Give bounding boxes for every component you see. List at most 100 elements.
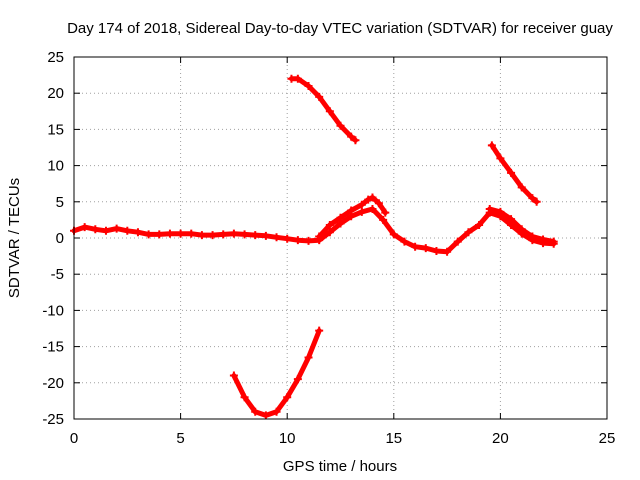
data-point xyxy=(229,229,238,238)
data-point xyxy=(368,205,377,214)
data-point xyxy=(400,237,409,246)
data-point xyxy=(251,407,260,416)
y-tick-label: 0 xyxy=(56,230,64,247)
y-tick-label: -10 xyxy=(42,302,64,319)
y-tick-label: 20 xyxy=(47,85,64,102)
x-axis-label: GPS time / hours xyxy=(283,458,397,475)
y-tick-label: 25 xyxy=(47,49,64,66)
grid xyxy=(74,57,607,419)
x-tick-label: 0 xyxy=(70,430,78,447)
data-point xyxy=(432,247,441,256)
chart-title: Day 174 of 2018, Sidereal Day-to-day VTE… xyxy=(67,20,613,37)
data-point xyxy=(293,74,302,83)
data-point xyxy=(325,107,334,116)
y-tick-label: 10 xyxy=(47,158,64,175)
data-point xyxy=(283,393,292,402)
data-point xyxy=(293,375,302,384)
data-point xyxy=(347,132,356,141)
data-point xyxy=(517,183,526,192)
data-point xyxy=(176,229,185,238)
data-point xyxy=(304,236,313,245)
data-point xyxy=(240,230,249,239)
ticks: 0 5 10 15 20 25 -25 -20 -15 -10 -5 0 5 10 15 20 25 xyxy=(42,49,615,447)
data-point xyxy=(364,195,373,204)
data-point xyxy=(197,231,206,240)
data-point xyxy=(357,207,366,216)
data-point xyxy=(240,393,249,402)
data-point xyxy=(325,228,334,237)
data-point xyxy=(261,231,270,240)
data-point xyxy=(187,229,196,238)
x-tick-label: 20 xyxy=(492,430,509,447)
y-tick-label: -5 xyxy=(51,266,64,283)
y-tick-label: 15 xyxy=(47,121,64,138)
data-point xyxy=(381,208,390,217)
data-point xyxy=(229,371,238,380)
series-line-top-arc-1 xyxy=(289,76,358,143)
data-point xyxy=(261,411,270,420)
data-point xyxy=(496,154,505,163)
data-point xyxy=(315,326,324,335)
data-point xyxy=(528,194,537,203)
data-point xyxy=(411,242,420,251)
data-point xyxy=(475,220,484,229)
y-tick-label: -25 xyxy=(42,411,64,428)
data-point xyxy=(272,233,281,242)
data-point xyxy=(532,197,541,206)
data-point xyxy=(496,207,505,216)
y-tick-label: -20 xyxy=(42,375,64,392)
data-point xyxy=(112,224,121,233)
data-point xyxy=(251,231,260,240)
data-point xyxy=(208,231,217,240)
data-point xyxy=(325,220,334,229)
data-point xyxy=(315,232,324,241)
data-point xyxy=(283,234,292,243)
y-tick-label: 5 xyxy=(56,194,64,211)
data-point xyxy=(165,229,174,238)
y-tick-label: -15 xyxy=(42,339,64,356)
data-point xyxy=(453,237,462,246)
data-point xyxy=(80,223,89,232)
data-point xyxy=(144,230,153,239)
data-point xyxy=(304,81,313,90)
data-point xyxy=(101,226,110,235)
data-point xyxy=(507,215,516,224)
data-point xyxy=(539,235,548,244)
data-point xyxy=(315,92,324,101)
data-point xyxy=(443,247,452,256)
data-point xyxy=(528,232,537,241)
data-point xyxy=(549,237,558,246)
data-point xyxy=(133,228,142,237)
data-point xyxy=(374,199,383,208)
data-point xyxy=(464,228,473,237)
data-point xyxy=(421,244,430,253)
data-series xyxy=(70,74,558,420)
data-point xyxy=(507,168,516,177)
x-tick-label: 25 xyxy=(599,430,616,447)
data-point xyxy=(389,230,398,239)
data-point xyxy=(123,226,132,235)
x-tick-label: 15 xyxy=(385,430,402,447)
data-point xyxy=(485,205,494,214)
data-point xyxy=(304,353,313,362)
y-axis-label: SDTVAR / TECUs xyxy=(6,178,23,298)
data-point xyxy=(336,121,345,130)
data-point xyxy=(517,225,526,234)
data-point xyxy=(336,213,345,222)
x-tick-label: 10 xyxy=(279,430,296,447)
data-point xyxy=(357,200,366,209)
data-point xyxy=(379,215,388,224)
data-point xyxy=(219,230,228,239)
series-line-main xyxy=(71,206,557,255)
data-point xyxy=(368,193,377,202)
data-point xyxy=(347,206,356,215)
data-point xyxy=(293,236,302,245)
data-point xyxy=(487,141,496,150)
data-point xyxy=(351,136,360,145)
x-tick-label: 5 xyxy=(176,430,184,447)
data-point xyxy=(155,230,164,239)
data-point xyxy=(91,225,100,234)
data-point xyxy=(272,407,281,416)
